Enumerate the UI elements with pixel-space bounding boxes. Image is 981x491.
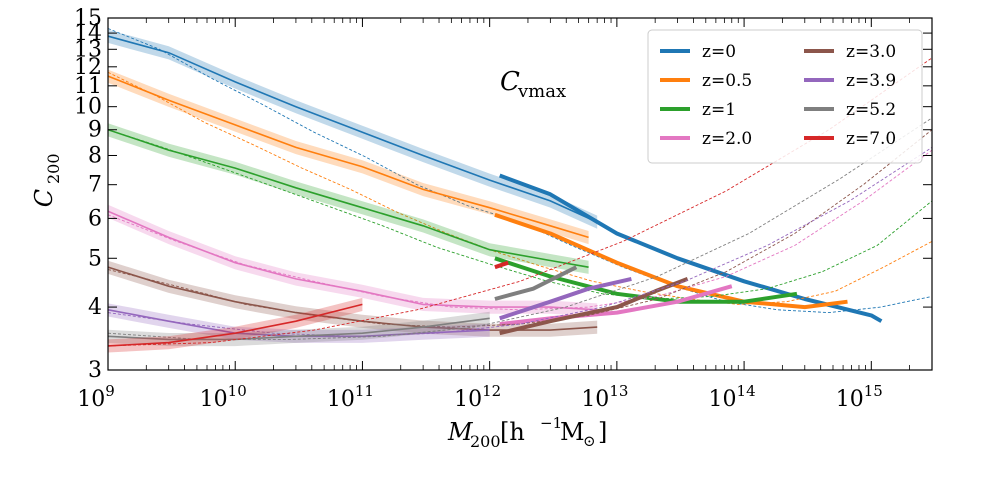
y-tick-label: 13 — [74, 37, 102, 62]
x-tick-exponent: 10 — [228, 382, 247, 400]
y-tick-label: 4 — [88, 295, 102, 320]
y-tick-label: 9 — [88, 118, 102, 143]
x-tick-label: 1013 — [581, 382, 628, 412]
error-band-z=3.0 — [108, 260, 598, 337]
fit-curve-z=7.0 — [108, 57, 932, 347]
legend: z=0 z=0.5 z=1 z=2.0 z=3.0 z=3.9 z=5.2 z=7.0 — [647, 29, 923, 164]
y-title-main: C — [30, 189, 58, 207]
legend-label-z=0: z=0 — [702, 42, 736, 62]
x-tick-exponent: 13 — [609, 382, 628, 400]
x-tick-label: 1012 — [454, 382, 501, 412]
fit-curve-z=1 — [108, 129, 932, 300]
y-axis-title: C 200 — [30, 153, 63, 207]
x-title-unit-sup: −1 — [540, 414, 562, 432]
x-title-main: M — [447, 418, 474, 446]
series-z=3.9 — [108, 147, 932, 343]
x-title-unit-sym: ⊙ — [583, 432, 596, 450]
y-tick-label: 5 — [88, 246, 102, 271]
error-band-z=3.9 — [108, 303, 490, 343]
bold-line-z=0.5 — [494, 212, 848, 310]
y-tick-label: 8 — [88, 143, 102, 168]
axes-frame — [107, 17, 933, 371]
x-tick-exponent: 15 — [864, 382, 883, 400]
data-line-z=0 — [108, 35, 598, 223]
series-z=7.0 — [108, 57, 932, 353]
plot-area — [108, 28, 932, 353]
x-tick-label: 1011 — [327, 382, 374, 412]
legend-label-z=1: z=1 — [702, 100, 736, 120]
legend-box — [647, 29, 923, 164]
annotation-main: C — [500, 67, 520, 97]
error-band-z=0.5 — [108, 69, 589, 245]
error-band-z=7.0 — [108, 297, 363, 353]
data-line-z=1 — [108, 128, 589, 268]
fit-curve-z=2.0 — [108, 149, 932, 311]
x-tick-exponent: 12 — [482, 382, 501, 400]
bold-line-z=5.2 — [494, 265, 578, 301]
bold-line-z=3.9 — [499, 276, 632, 321]
y-tick-label: 11 — [74, 74, 102, 99]
legend-label-z=2.0: z=2.0 — [702, 129, 752, 149]
chart-annotation: C vmax — [500, 67, 566, 102]
x-axis-title: M 200 [h −1 M ⊙ ] — [447, 414, 607, 451]
legend-label-z=7.0: z=7.0 — [846, 129, 896, 149]
x-tick-exponent: 11 — [355, 382, 374, 400]
legend-label-z=0.5: z=0.5 — [702, 71, 752, 91]
series-z=0.5 — [108, 69, 932, 310]
data-line-z=5.2 — [108, 317, 490, 341]
x-tick-label: 109 — [77, 382, 115, 412]
x-title-unit-open: [h — [500, 418, 525, 446]
legend-label-z=3.9: z=3.9 — [846, 71, 896, 91]
legend-label-z=5.2: z=5.2 — [846, 100, 896, 120]
bold-line-z=3.0 — [499, 277, 689, 336]
annotation-sub: vmax — [517, 81, 566, 102]
y-tick-label: 10 — [74, 95, 102, 120]
y-tick-label: 6 — [88, 206, 102, 231]
x-tick-label: 1010 — [200, 382, 247, 412]
y-tick-label: 7 — [88, 173, 102, 198]
y-tick-label: 15 — [74, 6, 102, 31]
x-tick-exponent: 14 — [737, 382, 756, 400]
fit-curve-z=3.9 — [108, 147, 932, 337]
legend-label-z=3.0: z=3.0 — [846, 42, 896, 62]
bold-line-z=2.0 — [499, 284, 733, 327]
x-title-unit-close: M — [560, 418, 585, 446]
y-title-sub: 200 — [44, 153, 63, 184]
y-tick-label: 14 — [74, 21, 102, 46]
y-tick-label: 3 — [88, 358, 102, 383]
x-tick-label: 1014 — [709, 382, 756, 412]
series-group — [108, 28, 932, 353]
data-line-z=3.0 — [108, 266, 598, 331]
y-tick-label: 12 — [74, 55, 102, 80]
error-band-z=2.0 — [108, 204, 598, 317]
x-tick-exponent: 9 — [105, 382, 115, 400]
data-line-z=0.5 — [108, 75, 589, 239]
data-line-z=7.0 — [108, 303, 363, 347]
x-title-unit-end: ] — [598, 418, 607, 446]
bold-line-z=7.0 — [494, 260, 509, 270]
x-tick-label: 1015 — [836, 382, 883, 412]
series-z=3.0 — [108, 129, 932, 337]
x-title-sub: 200 — [470, 432, 501, 451]
error-band-z=1 — [108, 123, 589, 274]
fit-curve-z=3.0 — [108, 129, 932, 328]
